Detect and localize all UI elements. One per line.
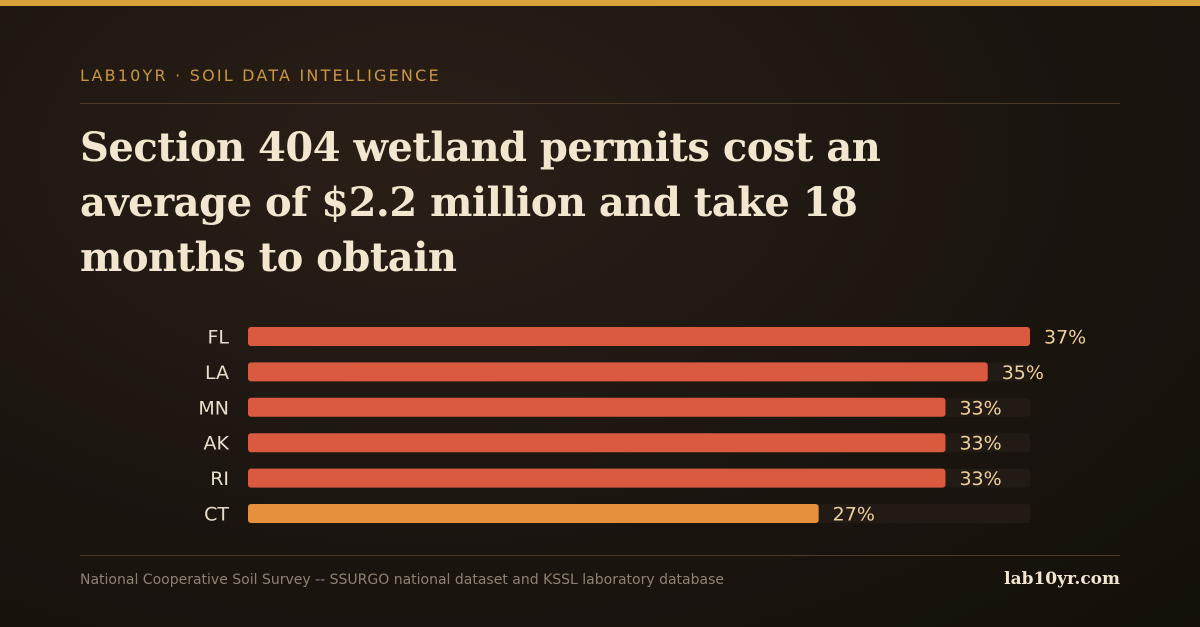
headline: Section 404 wetland permits cost an aver… — [80, 124, 881, 281]
value-label: 37% — [1044, 327, 1086, 349]
category-label: CT — [204, 504, 229, 526]
header-divider — [80, 103, 1120, 104]
bar-ri — [248, 468, 946, 488]
bar-mn — [248, 397, 946, 417]
bar-ak — [248, 433, 946, 453]
site-link[interactable]: lab10yr.com — [1004, 569, 1120, 589]
value-label: 27% — [833, 504, 875, 526]
source-note: National Cooperative Soil Survey -- SSUR… — [80, 572, 724, 588]
category-label: MN — [198, 397, 229, 419]
value-label: 35% — [1002, 362, 1044, 384]
value-label: 33% — [959, 397, 1001, 419]
top-accent-bar — [0, 0, 1200, 6]
bar-la — [248, 362, 988, 382]
category-label: FL — [207, 327, 229, 349]
footer-divider — [80, 555, 1120, 556]
value-label: 33% — [959, 433, 1001, 455]
brand-eyebrow: LAB10YR · SOIL DATA INTELLIGENCE — [80, 66, 441, 85]
category-label: AK — [204, 433, 230, 455]
category-label: LA — [205, 362, 229, 384]
bar-fl — [248, 327, 1030, 346]
value-label: 33% — [959, 468, 1001, 490]
bar-ct — [248, 504, 819, 523]
category-label: RI — [210, 468, 229, 490]
